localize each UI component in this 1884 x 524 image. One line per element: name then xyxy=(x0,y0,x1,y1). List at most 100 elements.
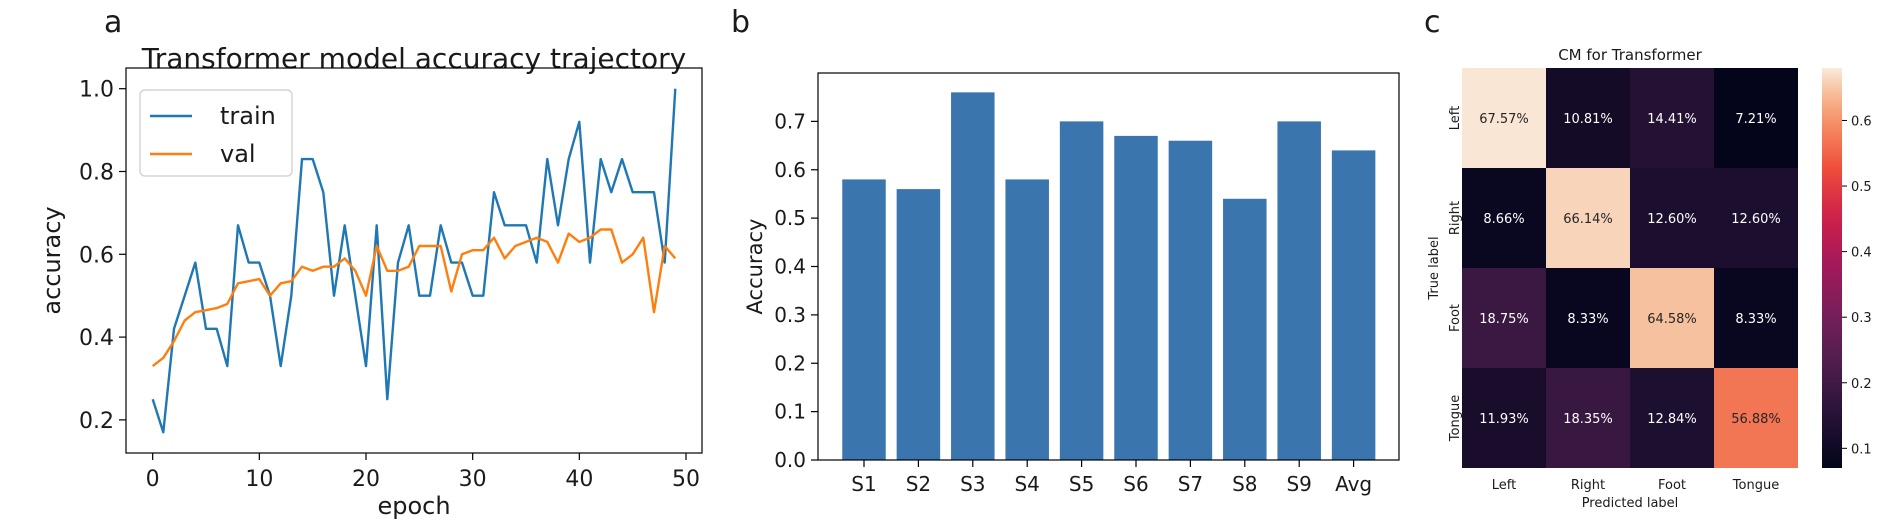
y-tick-label: 0.4 xyxy=(79,326,114,351)
bar-S3 xyxy=(951,92,995,460)
legend-label-train: train xyxy=(220,102,276,130)
y-tick-label: 0.3 xyxy=(774,303,806,327)
cell-label: 12.60% xyxy=(1647,212,1697,227)
y-tick-label: 0.0 xyxy=(774,448,806,472)
heatmap-cell xyxy=(1462,368,1546,468)
panel-label-a: a xyxy=(104,5,122,40)
cell-label: 11.93% xyxy=(1479,412,1529,427)
colorbar-tick-label: 0.1 xyxy=(1851,442,1872,457)
heatmap-cell xyxy=(1714,268,1798,368)
cell-label: 66.14% xyxy=(1563,212,1613,227)
col-label-Tongue: Tongue xyxy=(1732,478,1779,493)
heatmap-cell xyxy=(1462,268,1546,368)
bar-S4 xyxy=(1005,179,1049,461)
bar-S7 xyxy=(1168,140,1213,460)
cell-label: 18.75% xyxy=(1479,312,1529,327)
col-label-Right: Right xyxy=(1571,478,1605,493)
row-label-Foot: Foot xyxy=(1448,304,1463,332)
plot-frame xyxy=(125,67,703,454)
x-tick-label: S8 xyxy=(1232,472,1257,496)
bar-Avg xyxy=(1331,150,1376,460)
row-label-Tongue: Tongue xyxy=(1448,395,1463,442)
chart-title: CM for Transformer xyxy=(1558,46,1702,64)
x-tick-label: 20 xyxy=(352,467,380,492)
cell-label: 8.33% xyxy=(1735,312,1776,327)
colorbar xyxy=(1822,68,1842,468)
heatmap-cell xyxy=(1714,68,1798,168)
row-label-Right: Right xyxy=(1448,201,1463,235)
colorbar-tick-label: 0.6 xyxy=(1851,114,1872,129)
y-tick-label: 0.1 xyxy=(774,400,806,424)
y-tick-label: 0.2 xyxy=(774,351,806,375)
cell-label: 12.84% xyxy=(1647,412,1697,427)
cell-label: 18.35% xyxy=(1563,412,1613,427)
heatmap-cell xyxy=(1462,68,1546,168)
colorbar-tick-label: 0.3 xyxy=(1851,311,1872,326)
panel-label-c: c xyxy=(1424,5,1441,40)
x-axis-label: Predicted label xyxy=(1582,496,1679,511)
x-tick-label: S6 xyxy=(1123,472,1148,496)
col-label-Left: Left xyxy=(1492,478,1516,493)
y-tick-label: 0.6 xyxy=(774,158,806,182)
x-tick-label: S4 xyxy=(1014,472,1039,496)
heatmap-cell xyxy=(1630,68,1714,168)
x-tick-label: Avg xyxy=(1335,472,1372,496)
x-tick-label: S7 xyxy=(1178,472,1203,496)
cell-label: 8.33% xyxy=(1567,312,1608,327)
y-tick-label: 1.0 xyxy=(79,78,114,103)
heatmap-cell xyxy=(1546,368,1630,468)
bar-S5 xyxy=(1059,121,1104,460)
y-tick-label: 0.4 xyxy=(774,255,806,279)
bar-S1 xyxy=(842,179,886,461)
legend-label-val: val xyxy=(220,140,256,168)
heatmap-cell xyxy=(1546,268,1630,368)
x-tick-label: S1 xyxy=(851,472,876,496)
cell-label: 8.66% xyxy=(1483,212,1524,227)
y-tick-label: 0.2 xyxy=(79,409,114,434)
cell-label: 7.21% xyxy=(1735,112,1776,127)
x-tick-label: 30 xyxy=(459,467,487,492)
y-axis-label: accuracy xyxy=(38,206,66,314)
x-tick-label: 40 xyxy=(565,467,593,492)
y-tick-label: 0.5 xyxy=(774,206,806,230)
cell-label: 56.88% xyxy=(1731,412,1781,427)
heatmap-cell xyxy=(1462,168,1546,268)
x-axis-label: epoch xyxy=(377,492,450,520)
cell-label: 10.81% xyxy=(1563,112,1613,127)
bar-S8 xyxy=(1223,198,1267,460)
x-tick-label: 0 xyxy=(146,467,160,492)
chart-confusion-matrix: CM for Transformer 67.57% 10.81% 14.41% 7.21… xyxy=(1427,46,1872,511)
colorbar-tick-label: 0.5 xyxy=(1851,180,1872,195)
x-tick-label: 10 xyxy=(245,467,273,492)
heatmap-cell xyxy=(1714,168,1798,268)
cell-label: 64.58% xyxy=(1647,312,1697,327)
cell-label: 14.41% xyxy=(1647,112,1697,127)
x-tick-label: 50 xyxy=(672,467,700,492)
bar-S6 xyxy=(1114,135,1158,460)
colorbar-tick-label: 0.4 xyxy=(1851,246,1872,261)
x-tick-label: S2 xyxy=(906,472,931,496)
cell-label: 67.57% xyxy=(1479,112,1529,127)
chart-line-accuracy: Transformer model accuracy trajectory 0 10… xyxy=(38,42,703,520)
heatmap-cell xyxy=(1714,368,1798,468)
cell-label: 12.60% xyxy=(1731,212,1781,227)
heatmap-cell xyxy=(1546,168,1630,268)
colorbar-tick-label: 0.2 xyxy=(1851,377,1872,392)
x-tick-label: S3 xyxy=(960,472,985,496)
y-axis-label: True label xyxy=(1427,236,1442,300)
bar-S9 xyxy=(1277,121,1321,460)
chart-title: Transformer model accuracy trajectory xyxy=(141,42,686,75)
y-tick-label: 0.8 xyxy=(79,160,114,185)
heatmap-cell xyxy=(1630,168,1714,268)
y-tick-label: 0.6 xyxy=(79,243,114,268)
y-tick-label: 0.7 xyxy=(774,109,806,133)
row-label-Left: Left xyxy=(1448,106,1463,130)
bar-S2 xyxy=(896,189,941,460)
heatmap-cell xyxy=(1630,268,1714,368)
x-tick-label: S9 xyxy=(1286,472,1311,496)
x-tick-label: S5 xyxy=(1069,472,1094,496)
y-axis-label: Accuracy xyxy=(743,219,767,315)
chart-bar-accuracy: S1 S2 S3 S4 S5 S6 S7 S8 S9 Avg 0.0 0.1 0.2 0.3 0.4 0.5 0… xyxy=(743,72,1400,496)
panel-label-b: b xyxy=(731,5,750,40)
